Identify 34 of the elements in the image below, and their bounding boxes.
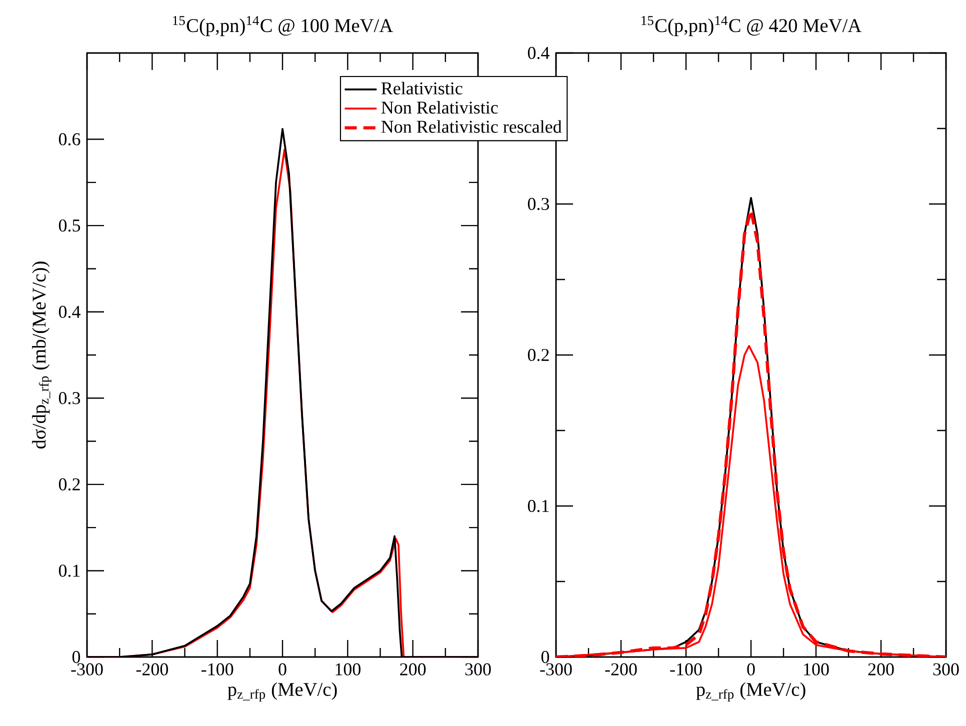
x-tick-label: -100	[202, 663, 234, 676]
y-tick-label: 0.1	[528, 500, 549, 512]
y-tick-label: 0.2	[528, 348, 549, 362]
y-tick-label: 0.1	[58, 564, 80, 577]
x-tick-label: 300	[465, 663, 491, 676]
legend-label: Non Relativistic	[381, 101, 498, 114]
x-tick-label: -100	[670, 663, 702, 676]
x-tick-label: -300	[71, 663, 103, 676]
x-axis-title: p$_{z_rfp}$ (MeV/c)	[228, 682, 337, 702]
x-tick-label: -300	[540, 663, 572, 676]
chart-title: $^{15}$C(p,pn)$^{14}$C @ 420 MeV/A	[642, 16, 862, 36]
y-axis-title: dσ/dp$_{z_rfp}$ (mb/(MeV/c))	[32, 262, 52, 448]
y-tick-label: 0.3	[528, 198, 550, 210]
x-tick-label: 100	[336, 663, 360, 676]
x-tick-label: 0	[747, 663, 755, 676]
x-tick-label: 0	[278, 663, 286, 676]
y-tick-label: 0.5	[58, 219, 80, 232]
y-tick-label: 0.4	[528, 46, 550, 60]
y-tick-label: 0.6	[58, 133, 80, 146]
chart-title: $^{15}$C(p,pn)$^{14}$C @ 100 MeV/A	[173, 16, 393, 36]
y-tick-label: 0.2	[58, 478, 80, 491]
x-tick-label: 100	[804, 663, 829, 676]
legend-label: Relativistic	[381, 82, 462, 94]
y-tick-label: 0	[72, 650, 80, 664]
x-tick-label: 200	[868, 663, 894, 676]
x-tick-label: 200	[400, 663, 426, 676]
x-tick-label: 300	[933, 663, 959, 676]
legend-label: Non Relativistic rescaled	[381, 120, 562, 133]
y-tick-label: 0.3	[58, 392, 80, 404]
y-tick-label: 0.4	[58, 306, 80, 318]
y-tick-label: 0	[541, 650, 550, 664]
x-axis-title: p$_{z_rfp}$ (MeV/c)	[696, 682, 806, 702]
x-tick-label: -200	[605, 663, 637, 676]
x-tick-label: -200	[136, 663, 168, 676]
